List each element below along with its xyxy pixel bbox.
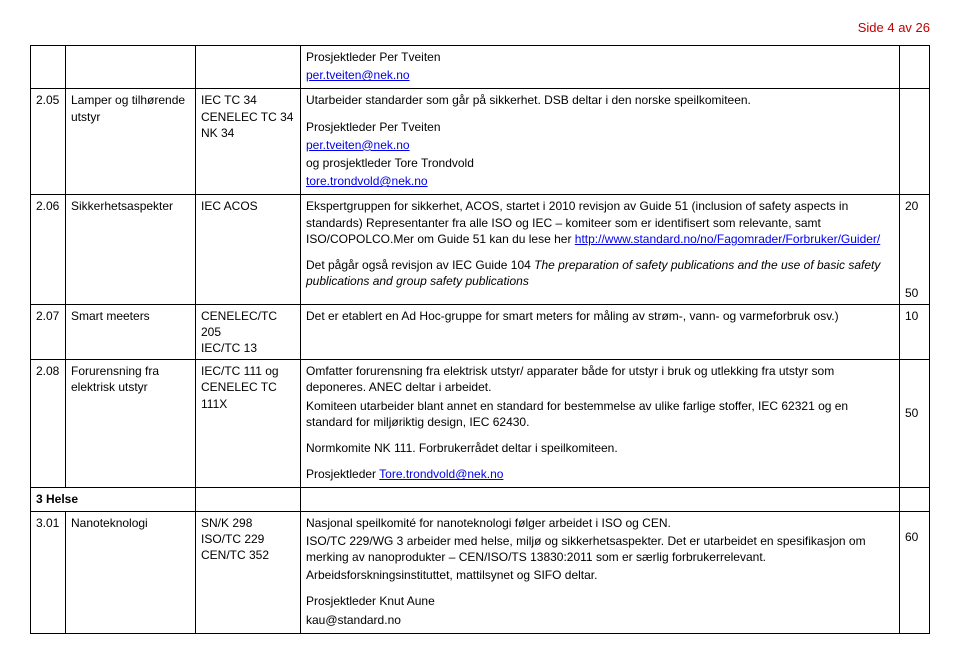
row-committee xyxy=(196,488,301,511)
row-score: 10 xyxy=(900,304,930,360)
row-number: 3.01 xyxy=(31,511,66,633)
standards-table: Prosjektleder Per Tveiten per.tveiten@nek… xyxy=(30,45,930,634)
page-indicator: Side 4 av 26 xyxy=(30,20,930,35)
row-description: Utarbeider standarder som går på sikkerh… xyxy=(301,89,900,195)
desc-text: ISO/TC 229/WG 3 arbeider med helse, milj… xyxy=(306,533,894,565)
table-row: 2.05Lamper og tilhørende utstyrIEC TC 34… xyxy=(31,89,930,195)
desc-text: Nasjonal speilkomité for nanoteknologi f… xyxy=(306,515,894,531)
table-row: 3.01NanoteknologiSN/K 298ISO/TC 229CEN/T… xyxy=(31,511,930,633)
url-link[interactable]: http://www.standard.no/no/Fagomrader/For… xyxy=(575,232,880,246)
email-link[interactable]: tore.trondvold@nek.no xyxy=(306,174,428,188)
row-description: Det er etablert en Ad Hoc-gruppe for sma… xyxy=(301,304,900,360)
desc-text: Prosjektleder Knut Aune xyxy=(306,593,894,609)
table-row: 3 Helse xyxy=(31,488,930,511)
row-committee: SN/K 298ISO/TC 229CEN/TC 352 xyxy=(196,511,301,633)
row-topic xyxy=(66,46,196,89)
row-topic: Sikkerhetsaspekter xyxy=(66,195,196,304)
desc-text: Prosjektleder Per Tveiten xyxy=(306,49,894,65)
row-number: 2.07 xyxy=(31,304,66,360)
row-number: 2.05 xyxy=(31,89,66,195)
row-committee: IEC ACOS xyxy=(196,195,301,304)
row-description: Nasjonal speilkomité for nanoteknologi f… xyxy=(301,511,900,633)
desc-text: Utarbeider standarder som går på sikkerh… xyxy=(306,92,894,108)
row-number: 2.06 xyxy=(31,195,66,304)
desc-text: Prosjektleder Per Tveiten xyxy=(306,119,894,135)
email-link[interactable]: per.tveiten@nek.no xyxy=(306,68,410,82)
row-number: 2.08 xyxy=(31,360,66,488)
row-score: 2050 xyxy=(900,195,930,304)
table-row: 2.08Forurensning fra elektrisk utstyrIEC… xyxy=(31,360,930,488)
row-score xyxy=(900,89,930,195)
desc-text: Komiteen utarbeider blant annet en stand… xyxy=(306,398,894,430)
row-committee xyxy=(196,46,301,89)
row-description: Prosjektleder Per Tveiten per.tveiten@nek… xyxy=(301,46,900,89)
email-link[interactable]: Tore.trondvold@nek.no xyxy=(379,467,503,481)
table-row: Prosjektleder Per Tveiten per.tveiten@nek… xyxy=(31,46,930,89)
row-score: 50 xyxy=(900,360,930,488)
row-committee: CENELEC/TC 205IEC/TC 13 xyxy=(196,304,301,360)
desc-text: og prosjektleder Tore Trondvold xyxy=(306,155,894,171)
desc-text: Prosjektleder xyxy=(306,467,379,481)
desc-text: Arbeidsforskningsinstituttet, mattilsyne… xyxy=(306,567,894,583)
row-score xyxy=(900,488,930,511)
desc-text: Det er etablert en Ad Hoc-gruppe for sma… xyxy=(306,308,894,324)
row-committee: IEC/TC 111 og CENELEC TC 111X xyxy=(196,360,301,488)
row-committee: IEC TC 34CENELEC TC 34NK 34 xyxy=(196,89,301,195)
desc-text: Det pågår også revisjon av IEC Guide 104 xyxy=(306,258,534,272)
row-topic: Smart meeters xyxy=(66,304,196,360)
desc-text: Omfatter forurensning fra elektrisk utst… xyxy=(306,363,894,395)
desc-text: kau@standard.no xyxy=(306,612,894,628)
table-row: 2.07Smart meetersCENELEC/TC 205IEC/TC 13… xyxy=(31,304,930,360)
row-topic: Forurensning fra elektrisk utstyr xyxy=(66,360,196,488)
row-topic: Nanoteknologi xyxy=(66,511,196,633)
email-link[interactable]: per.tveiten@nek.no xyxy=(306,138,410,152)
row-score xyxy=(900,46,930,89)
row-score: 60 xyxy=(900,511,930,633)
row-description xyxy=(301,488,900,511)
row-description: Omfatter forurensning fra elektrisk utst… xyxy=(301,360,900,488)
desc-text: Normkomite NK 111. Forbrukerrådet deltar… xyxy=(306,440,894,456)
row-description: Ekspertgruppen for sikkerhet, ACOS, star… xyxy=(301,195,900,304)
row-number: 3 Helse xyxy=(31,488,196,511)
table-row: 2.06SikkerhetsaspekterIEC ACOSEkspertgru… xyxy=(31,195,930,304)
row-topic: Lamper og tilhørende utstyr xyxy=(66,89,196,195)
row-number xyxy=(31,46,66,89)
